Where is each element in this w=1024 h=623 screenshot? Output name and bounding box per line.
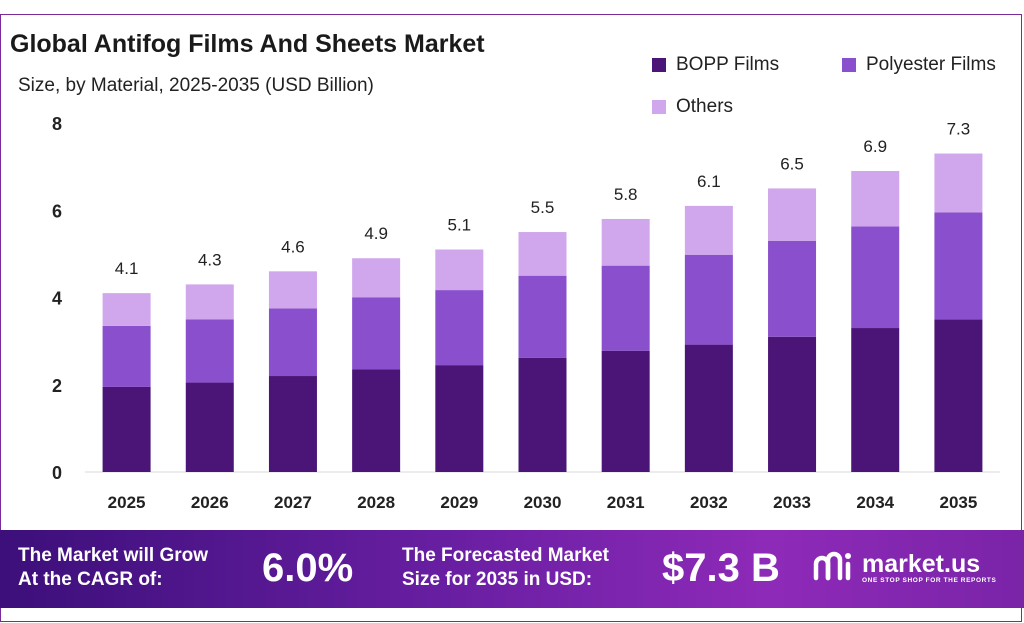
x-tick-label-2031: 2031 [607, 493, 645, 512]
bar-others-2028 [352, 258, 401, 298]
total-label-2027: 4.6 [281, 237, 305, 256]
x-tick-label-2035: 2035 [939, 493, 977, 512]
bar-polyester-films-2030 [518, 275, 567, 358]
legend-item-polyester: Polyester Films [842, 54, 996, 76]
chart-subtitle: Size, by Material, 2025-2035 (USD Billio… [18, 75, 374, 96]
total-label-2025: 4.1 [115, 259, 139, 278]
total-label-2034: 6.9 [863, 137, 887, 156]
y-tick-label-8: 8 [52, 114, 62, 134]
bar-polyester-films-2034 [851, 226, 900, 329]
bar-bopp-films-2030 [518, 357, 567, 472]
bar-bopp-films-2028 [352, 369, 401, 472]
cagr-value: 6.0% [262, 546, 354, 590]
total-label-2031: 5.8 [614, 185, 638, 204]
total-label-2026: 4.3 [198, 250, 222, 269]
x-tick-label-2027: 2027 [274, 493, 312, 512]
y-tick-label-0: 0 [52, 463, 62, 483]
forecast-value: $7.3 B [662, 546, 780, 590]
bar-polyester-films-2029 [435, 290, 484, 366]
bar-bopp-films-2035 [934, 319, 983, 472]
bar-bopp-films-2026 [185, 382, 234, 472]
bar-bopp-films-2032 [684, 344, 733, 472]
total-label-2035: 7.3 [947, 120, 971, 139]
bar-polyester-films-2027 [268, 308, 317, 377]
bar-others-2027 [268, 271, 317, 309]
legend-item-bopp: BOPP Films [652, 54, 779, 76]
forecast-label-line1: The Forecasted Market [402, 545, 609, 566]
bar-bopp-films-2034 [851, 328, 900, 472]
bar-others-2031 [601, 218, 650, 266]
bar-others-2025 [102, 293, 151, 326]
total-label-2028: 4.9 [364, 224, 388, 243]
market-us-logo-icon [813, 551, 851, 581]
legend-label-bopp: BOPP Films [676, 54, 780, 75]
y-tick-label-6: 6 [52, 201, 62, 221]
bar-others-2032 [684, 205, 733, 255]
bar-polyester-films-2032 [684, 254, 733, 345]
y-tick-label-2: 2 [52, 376, 62, 396]
stacked-bar-chart: 0 2 4 6 8 4.1 2025 4.3 2026 4.6 2027 4.9 2028 5.1 2029… [52, 114, 1000, 512]
bar-others-2026 [185, 284, 234, 320]
x-tick-label-2032: 2032 [690, 493, 728, 512]
summary-banner: The Market will Grow At the CAGR of: 6.0… [0, 530, 1024, 608]
bar-polyester-films-2031 [601, 265, 650, 351]
chart-title: Global Antifog Films And Sheets Market [10, 30, 485, 58]
x-tick-label-2030: 2030 [524, 493, 562, 512]
x-tick-label-2034: 2034 [856, 493, 894, 512]
bar-others-2029 [435, 249, 484, 291]
legend: BOPP Films Polyester Films Others [0, 0, 1024, 130]
y-tick-label-4: 4 [52, 289, 62, 309]
legend-label-polyester: Polyester Films [866, 54, 996, 75]
total-label-2032: 6.1 [697, 172, 721, 191]
bar-bopp-films-2031 [601, 350, 650, 472]
cagr-label: The Market will Grow At the CAGR of: [18, 544, 208, 592]
bar-polyester-films-2025 [102, 325, 151, 387]
legend-item-others: Others [652, 96, 733, 118]
bar-polyester-films-2026 [185, 319, 234, 383]
bar-polyester-films-2028 [352, 297, 401, 370]
brand-name: market.us [862, 549, 981, 578]
x-tick-label-2033: 2033 [773, 493, 811, 512]
bar-polyester-films-2033 [768, 240, 817, 337]
total-label-2033: 6.5 [780, 154, 804, 173]
bar-others-2034 [851, 170, 900, 227]
bar-others-2035 [934, 153, 983, 213]
bar-bopp-films-2033 [768, 336, 817, 472]
bar-others-2030 [518, 232, 567, 276]
legend-label-others: Others [676, 96, 734, 117]
bar-others-2033 [768, 188, 817, 241]
bar-bopp-films-2025 [102, 386, 151, 472]
legend-swatch-polyester [842, 58, 856, 72]
cagr-label-line2: At the CAGR of: [18, 569, 163, 590]
bar-bopp-films-2029 [435, 365, 484, 472]
x-tick-label-2028: 2028 [357, 493, 395, 512]
x-tick-label-2025: 2025 [108, 493, 146, 512]
legend-swatch-others [652, 100, 666, 114]
forecast-label-line2: Size for 2035 in USD: [402, 569, 593, 590]
forecast-label: The Forecasted Market Size for 2035 in U… [402, 544, 609, 592]
x-tick-label-2026: 2026 [191, 493, 229, 512]
total-label-2030: 5.5 [531, 198, 555, 217]
total-label-2029: 5.1 [447, 216, 471, 235]
brand-logo: market.us ONE STOP SHOP FOR THE REPORTS [812, 548, 996, 586]
bar-bopp-films-2027 [268, 376, 317, 472]
legend-swatch-bopp [652, 58, 666, 72]
brand-tagline: ONE STOP SHOP FOR THE REPORTS [862, 576, 997, 584]
bar-polyester-films-2035 [934, 212, 983, 320]
cagr-label-line1: The Market will Grow [18, 545, 209, 566]
x-tick-label-2029: 2029 [440, 493, 478, 512]
